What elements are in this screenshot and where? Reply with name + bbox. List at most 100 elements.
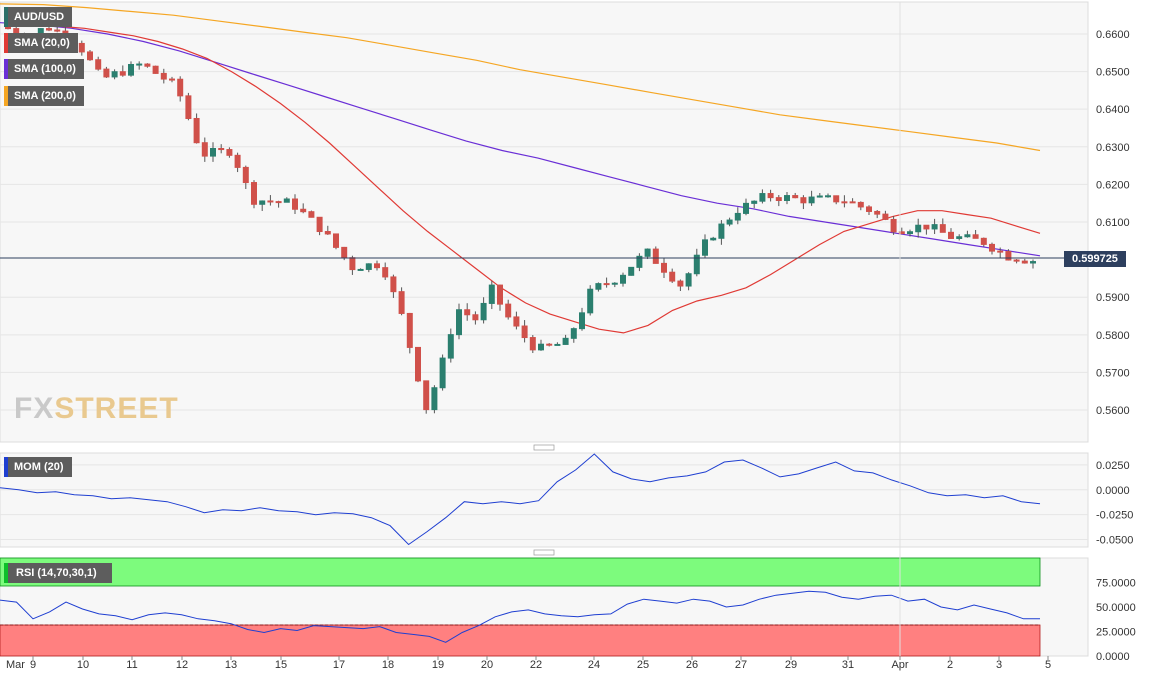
- candle-bear: [292, 198, 298, 210]
- price-gridlines: [0, 33, 1088, 411]
- candle-bull: [587, 288, 594, 314]
- candle-bear: [1021, 260, 1028, 264]
- momentum-axis: 0.0250 0.0000 -0.0250 -0.0500: [1096, 460, 1133, 547]
- candle-bear: [472, 314, 479, 321]
- price-tick-label: 0.5800: [1096, 330, 1130, 342]
- resize-handle-1[interactable]: [533, 444, 555, 451]
- candle-bear: [390, 276, 397, 293]
- candle-bear: [333, 233, 339, 248]
- legend-label: SMA (200,0): [14, 90, 76, 102]
- time-tick-label: 31: [842, 659, 854, 671]
- candle-bear: [201, 142, 208, 157]
- candle-bull: [710, 237, 717, 241]
- candle-bear: [54, 29, 61, 32]
- candle-bear: [78, 42, 85, 53]
- time-tick-label: 5: [1045, 659, 1051, 671]
- candle-bear: [234, 154, 241, 168]
- candle-bear: [464, 309, 471, 316]
- candle-bear: [374, 263, 380, 269]
- price-tick-label: 0.6100: [1096, 217, 1130, 229]
- time-tick-label: 9: [30, 659, 36, 671]
- candle-bull: [644, 248, 651, 257]
- candle-bear: [989, 243, 995, 252]
- rsi-line: [0, 590, 1040, 643]
- candle-bull: [439, 357, 446, 389]
- legend-label: RSI (14,70,30,1): [16, 567, 97, 579]
- candle-bull: [808, 196, 815, 204]
- rsi-tick-label: 75.0000: [1096, 578, 1136, 590]
- candle-bear: [95, 59, 102, 70]
- candle-bear: [669, 271, 676, 282]
- legend-label: MOM (20): [14, 461, 64, 473]
- candle-bear: [513, 316, 520, 327]
- candle-bear: [103, 68, 110, 78]
- time-tick-label: 22: [530, 659, 542, 671]
- candle-bull: [931, 224, 938, 230]
- time-tick-label: Mar: [6, 659, 25, 671]
- candle-bull: [431, 387, 438, 411]
- candle-bear: [185, 95, 192, 119]
- time-tick-label: Apr: [891, 659, 908, 671]
- candle-bull: [357, 268, 364, 271]
- momentum-panel: [0, 452, 1089, 548]
- candles: [5, 15, 1036, 414]
- candle-bull: [562, 337, 569, 345]
- candle-bear: [939, 224, 946, 233]
- candle-bull: [726, 219, 733, 225]
- price-tick-label: 0.5900: [1096, 292, 1130, 304]
- candle-bear: [980, 237, 987, 245]
- legend-momentum[interactable]: MOM (20): [4, 457, 72, 477]
- candle-bear: [677, 280, 684, 287]
- candle-bull: [210, 148, 216, 157]
- candle-bear: [169, 78, 175, 81]
- last-price-value: 0.599725: [1072, 253, 1118, 265]
- rsi-overbought-zone: [0, 557, 1041, 587]
- candle-bear: [792, 195, 799, 199]
- time-tick-label: 24: [588, 659, 600, 671]
- time-tick-label: 20: [481, 659, 493, 671]
- candle-bear: [308, 211, 315, 218]
- candle-bear: [251, 182, 257, 205]
- candle-bear: [874, 210, 881, 215]
- candle-bear: [87, 51, 93, 61]
- candle-bull: [136, 63, 143, 66]
- momentum-tick-label: -0.0250: [1096, 510, 1133, 522]
- candle-bear: [242, 166, 249, 184]
- candle-bull: [620, 274, 626, 284]
- legend-rsi[interactable]: RSI (14,70,30,1): [4, 563, 112, 583]
- time-tick-label: 13: [225, 659, 237, 671]
- resize-handle-2[interactable]: [533, 549, 555, 556]
- legend-sma20[interactable]: SMA (20,0): [4, 33, 78, 53]
- momentum-tick-label: 0.0250: [1096, 460, 1130, 472]
- legend-audusd[interactable]: AUD/USD: [4, 7, 73, 27]
- candle-bear: [193, 117, 200, 144]
- candle-bull: [259, 200, 266, 205]
- candle-bull: [718, 223, 725, 239]
- watermark-street: STREET: [54, 392, 179, 425]
- time-tick-label: 10: [77, 659, 89, 671]
- candle-bear: [972, 234, 979, 239]
- legend-label: AUD/USD: [14, 11, 65, 23]
- candle-bull: [579, 312, 585, 330]
- legend-sma200[interactable]: SMA (200,0): [4, 86, 84, 106]
- candle-bear: [152, 65, 159, 74]
- momentum-path: [0, 453, 1041, 546]
- candle-bull: [570, 328, 577, 339]
- candle-bear: [849, 201, 856, 204]
- price-tick-label: 0.5600: [1096, 405, 1130, 417]
- price-tick-label: 0.6500: [1096, 67, 1130, 79]
- candle-bull: [365, 263, 372, 270]
- candle-bull: [956, 236, 963, 239]
- candle-bull: [693, 254, 700, 275]
- candle-bear: [275, 201, 282, 204]
- candle-bear: [415, 346, 421, 382]
- candle-bear: [226, 149, 233, 156]
- time-tick-label: 3: [996, 659, 1002, 671]
- candle-bear: [800, 197, 807, 204]
- sma-20-line: [59, 25, 1041, 334]
- time-axis: Mar 9 10 11 12 13 15 17 18 19 20 22 24 25 26 27 29 31 Apr 2…: [6, 2, 1051, 671]
- price-tick-label: 0.5700: [1096, 367, 1130, 379]
- legend-sma100[interactable]: SMA (100,0): [4, 59, 84, 79]
- momentum-tick-label: 0.0000: [1096, 485, 1130, 497]
- candle-bull: [751, 200, 758, 204]
